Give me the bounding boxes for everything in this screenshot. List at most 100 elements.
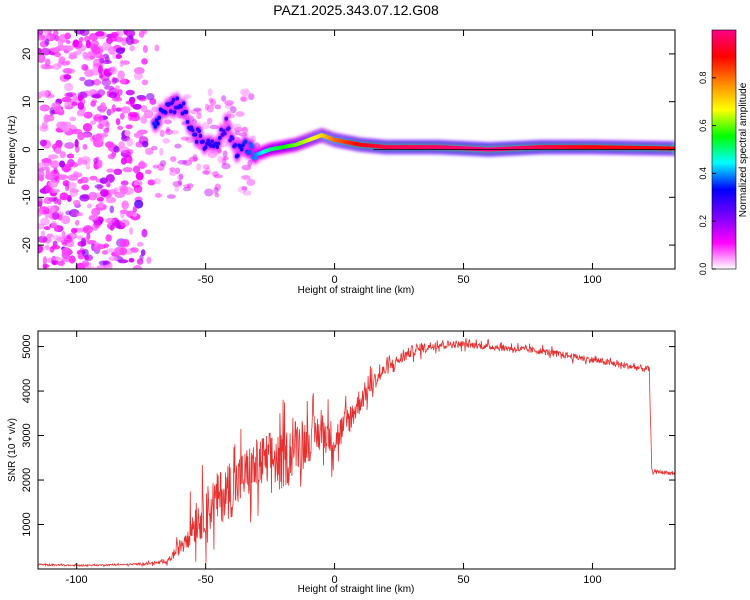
spectrogram-noise-cell	[162, 138, 171, 144]
spectrogram-noise-cell	[222, 150, 228, 158]
spectrogram-noise-cell	[96, 159, 103, 169]
spectrogram-noise-cell	[135, 171, 144, 181]
spectrogram-ridge-peak	[197, 129, 201, 134]
spectrogram-noise-cell	[133, 184, 143, 194]
spectrogram-noise-cell	[141, 79, 149, 86]
spectrogram-noise-cell	[115, 107, 123, 112]
spectrogram-noise-cell	[164, 129, 174, 135]
spectrogram-noise-cell	[119, 185, 128, 195]
spectrogram-noise-cell	[134, 199, 144, 209]
colorbar: 0.0 0.2 0.4 0.6 0.8 Normalized spectral ampl…	[698, 29, 749, 275]
spectrogram-noise-cell	[38, 30, 44, 36]
spectrogram-noise-cell	[246, 178, 256, 187]
spectrogram-noise-cell	[99, 177, 108, 184]
spectrogram-noise-cell	[213, 174, 223, 179]
spectrogram-noise-cell	[77, 158, 86, 165]
spectrogram-ridge-peak	[157, 115, 162, 120]
spectrogram-noise-cell	[176, 174, 184, 181]
spectrogram-noise-cell	[38, 54, 46, 63]
spectrogram-noise-cell	[182, 186, 192, 192]
snr-y-tick-label: 3000	[21, 423, 33, 447]
spectrogram-noise-cell	[240, 88, 250, 96]
spectrogram-noise-cell	[38, 200, 43, 208]
spectrogram-ridge-peak	[184, 109, 189, 114]
spectrogram-noise-cell	[42, 256, 48, 265]
spectrogram-noise-cell	[75, 219, 80, 226]
spectrogram-noise-cell	[119, 246, 127, 256]
spectrogram-noise-cell	[174, 184, 180, 192]
spectrogram-noise-cell	[177, 179, 183, 186]
colorbar-tick-label: 0.4	[698, 167, 708, 180]
spectrogram-noise-cell	[121, 40, 127, 46]
spectrogram-noise-cell	[94, 78, 100, 86]
spectrogram-noise-cell	[54, 147, 62, 154]
spectrogram-noise-cell	[44, 58, 51, 67]
spectrogram-noise-cell	[38, 235, 48, 243]
spectrogram-noise-cell	[183, 93, 192, 100]
spectrogram-y-ticks: -20 -10 0 10 20	[21, 48, 675, 253]
spectrogram-noise-cell	[129, 45, 135, 52]
spectrogram-noise-cell	[80, 98, 86, 106]
spectrogram-noise-cell	[95, 133, 103, 142]
spectrogram-noise-cell	[133, 179, 143, 187]
spectrogram-noise-cell	[169, 170, 177, 176]
spectrogram-noise-cell	[82, 51, 88, 59]
spectrogram-noise-cell	[98, 65, 104, 74]
spectrogram-noise-cell	[88, 214, 99, 221]
spectrogram-noise-cell	[82, 225, 94, 234]
spectrogram-noise-cell	[130, 99, 135, 108]
spectrogram-noise-cell	[125, 36, 135, 46]
spectrogram-noise-cell	[197, 108, 202, 115]
spectrogram-ridge-peak	[251, 155, 256, 160]
spectrogram-noise-cell	[58, 160, 66, 168]
spectrogram-noise-cell	[43, 226, 51, 231]
spectrogram-noise-cell	[202, 170, 210, 175]
spectrogram-noise-cell	[237, 186, 248, 194]
spectrogram-noise-cell	[132, 265, 142, 269]
spectrogram-noise-cell	[209, 124, 220, 130]
spectrogram-ridge-peak	[236, 153, 240, 158]
spectrogram-noise-cell	[96, 196, 104, 202]
spectrogram-ridge-peak	[206, 138, 211, 143]
spectrogram-noise-cell	[76, 212, 84, 217]
spectrogram-noise-cell	[120, 60, 131, 65]
spectrogram-noise-cell	[119, 219, 130, 227]
spectrogram-ridge-peak	[214, 141, 218, 146]
figure-title: PAZ1.2025.343.07.12.G08	[273, 2, 439, 18]
spectrogram-noise-cell	[101, 41, 112, 51]
spectrogram-noise-cell	[108, 256, 118, 261]
spectrogram-noise-cell	[151, 145, 158, 151]
spectrogram-noise-cell	[81, 133, 92, 138]
spectrogram-ridge-peak	[239, 147, 244, 152]
spectrogram-noise-cell	[221, 95, 227, 102]
spectrogram-noise-cell	[125, 148, 134, 155]
spectrogram-noise-cell	[51, 256, 62, 261]
spectrogram-noise-cell	[119, 239, 130, 247]
spectrogram-noise-cell	[204, 167, 212, 176]
spectrogram-noise-cell	[61, 215, 71, 225]
spectrogram-noise-cell	[115, 85, 120, 92]
spectrogram-ridge-peak	[171, 97, 176, 102]
spectrogram-noise-cell	[91, 46, 101, 55]
spectrogram-noise-cell	[137, 129, 148, 135]
spectrogram-noise-cell	[140, 115, 148, 124]
spectrogram-noise-cell	[136, 258, 144, 265]
spectrogram-noise-cell	[48, 180, 59, 188]
spectrogram-noise-cell	[52, 234, 62, 241]
spectrogram-noise-cell	[217, 155, 225, 164]
spectrogram-y-tick-label: 0	[21, 146, 33, 152]
spectrogram-ridge-peak	[223, 131, 227, 136]
spectrogram-noise-cell	[91, 99, 98, 104]
snr-panel: -100 -50 0 50 100 1000 2000 3000 4000 5000 Heigh…	[7, 330, 676, 595]
spectrogram-noise-cell	[242, 126, 247, 132]
spectrogram-x-tick-label: 0	[332, 274, 338, 286]
spectrogram-noise-cell	[102, 131, 108, 138]
spectrogram-noise-cell	[128, 257, 135, 263]
snr-line	[38, 338, 675, 568]
spectrogram-noise-cell	[177, 159, 188, 165]
spectrogram-noise-cell	[61, 96, 72, 103]
snr-x-tick-label: 50	[457, 574, 469, 586]
spectrogram-noise-cell	[73, 50, 82, 55]
spectrogram-noise-cell	[202, 164, 210, 170]
